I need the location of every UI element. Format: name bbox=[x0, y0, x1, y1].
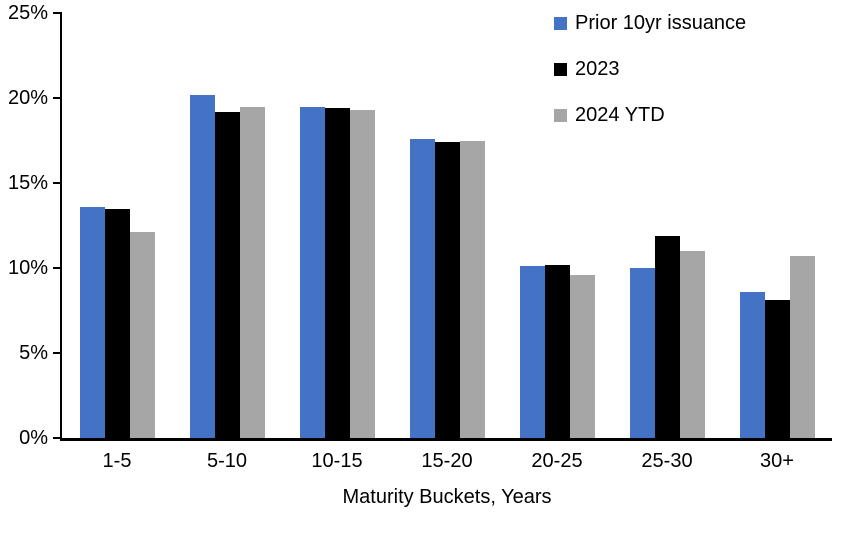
bar-2023-20-25 bbox=[544, 264, 570, 438]
y-axis-label-15: 15% bbox=[7, 172, 48, 194]
bar-group-30+ bbox=[722, 13, 832, 438]
bar-2023-15-20 bbox=[434, 142, 460, 438]
bar-2023-30+ bbox=[764, 300, 790, 438]
y-tick-15 bbox=[53, 182, 60, 184]
bar-2024-ytd-15-20 bbox=[459, 140, 485, 438]
legend-item-2023: 2023 bbox=[554, 58, 746, 81]
bar-prior-10yr-issuance-25-30 bbox=[629, 268, 655, 438]
bar-prior-10yr-issuance-15-20 bbox=[409, 138, 435, 438]
bar-2023-5-10 bbox=[214, 111, 240, 438]
plot-area bbox=[62, 13, 832, 438]
bar-2024-ytd-10-15 bbox=[349, 109, 375, 438]
legend-swatch-black-icon bbox=[554, 63, 567, 76]
y-axis-label-10: 10% bbox=[7, 257, 48, 279]
bar-group-1-5 bbox=[62, 13, 172, 438]
bar-2024-ytd-30+ bbox=[789, 256, 815, 438]
x-axis-label-15-20: 15-20 bbox=[421, 450, 473, 472]
x-axis-label-25-30: 25-30 bbox=[641, 450, 693, 472]
y-axis-label-0: 0% bbox=[19, 427, 48, 449]
legend-swatch-blue-icon bbox=[554, 17, 567, 30]
y-tick-25 bbox=[53, 12, 60, 14]
bar-group-15-20 bbox=[392, 13, 502, 438]
x-axis-label-5-10: 5-10 bbox=[206, 450, 248, 472]
y-tick-0 bbox=[53, 437, 60, 439]
legend-label: 2024 YTD bbox=[575, 104, 665, 126]
y-tick-20 bbox=[53, 97, 60, 99]
bar-2023-10-15 bbox=[324, 108, 350, 438]
x-axis-label-1-5: 1-5 bbox=[102, 450, 132, 472]
bar-2024-ytd-5-10 bbox=[239, 106, 265, 438]
bar-prior-10yr-issuance-5-10 bbox=[189, 94, 215, 438]
bar-2023-1-5 bbox=[104, 208, 130, 438]
y-tick-10 bbox=[53, 267, 60, 269]
legend-label: Prior 10yr issuance bbox=[575, 12, 747, 34]
legend-label: 2023 bbox=[575, 58, 620, 80]
x-axis-label-30plus: 30+ bbox=[760, 450, 794, 472]
x-axis-line bbox=[60, 438, 832, 441]
bar-group-20-25 bbox=[502, 13, 612, 438]
x-axis-label-10-15: 10-15 bbox=[311, 450, 363, 472]
y-axis-label-25: 25% bbox=[7, 2, 48, 24]
bar-group-5-10 bbox=[172, 13, 282, 438]
x-axis-label-20-25: 20-25 bbox=[531, 450, 583, 472]
bar-2023-25-30 bbox=[654, 235, 680, 438]
bar-2024-ytd-25-30 bbox=[679, 251, 705, 438]
y-axis-line bbox=[60, 12, 62, 441]
x-axis-labels: 1-5 5-10 10-15 15-20 20-25 25-30 30+ bbox=[62, 450, 832, 472]
legend: Prior 10yr issuance 2023 2024 YTD bbox=[554, 12, 746, 127]
legend-swatch-gray-icon bbox=[554, 109, 567, 122]
bar-group-10-15 bbox=[282, 13, 392, 438]
y-axis-label-20: 20% bbox=[7, 87, 48, 109]
bar-group-25-30 bbox=[612, 13, 722, 438]
legend-item-2024-ytd: 2024 YTD bbox=[554, 104, 746, 127]
bar-2024-ytd-1-5 bbox=[129, 232, 155, 438]
bar-prior-10yr-issuance-10-15 bbox=[299, 106, 325, 438]
legend-item-prior-10yr-issuance: Prior 10yr issuance bbox=[554, 12, 746, 35]
bar-prior-10yr-issuance-30+ bbox=[739, 291, 765, 438]
y-axis-label-5: 5% bbox=[19, 342, 48, 364]
x-axis-title: Maturity Buckets, Years bbox=[342, 486, 552, 508]
bar-2024-ytd-20-25 bbox=[569, 274, 595, 438]
bar-prior-10yr-issuance-20-25 bbox=[519, 266, 545, 438]
y-tick-5 bbox=[53, 352, 60, 354]
bar-prior-10yr-issuance-1-5 bbox=[79, 206, 105, 438]
